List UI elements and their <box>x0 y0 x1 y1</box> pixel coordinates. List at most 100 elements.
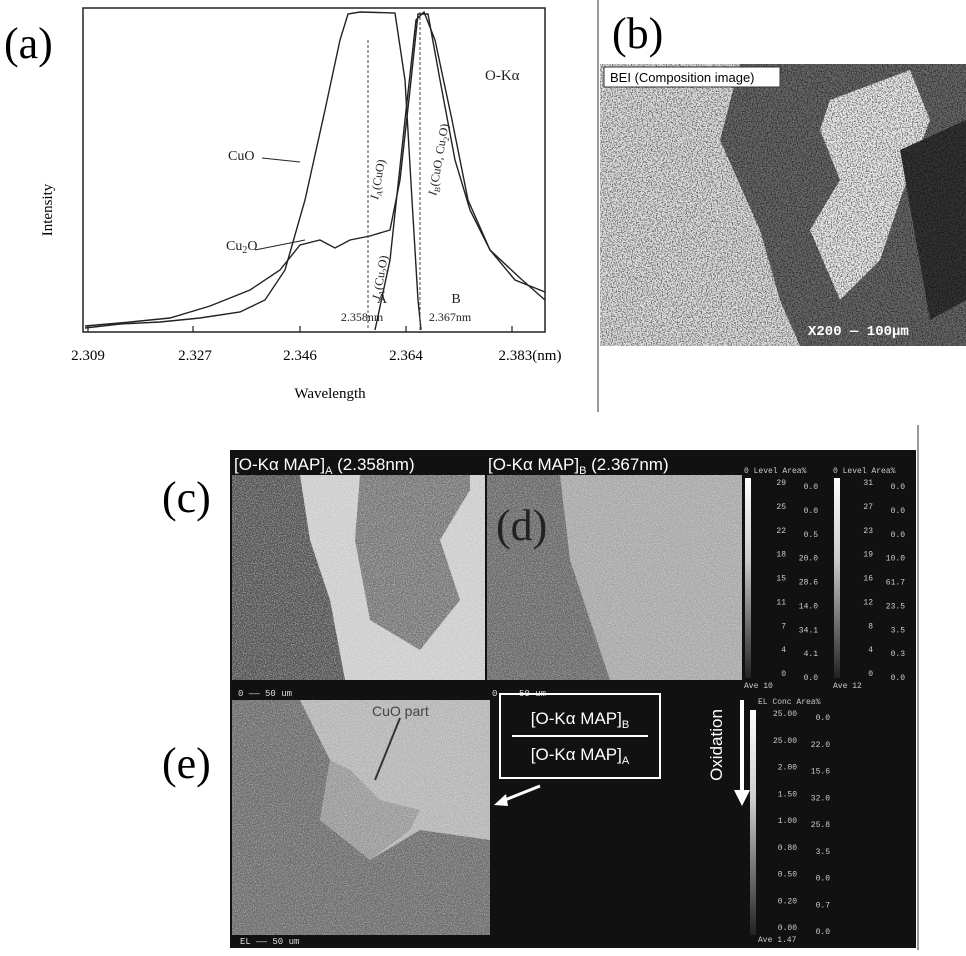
point-a-value: 2.358nm <box>341 310 384 324</box>
level: 2.00 <box>778 764 797 773</box>
panel-label: (c) <box>162 473 211 522</box>
annotations: CuO Cu2O O-Kα IA(CuO) IB(CuO, Cu2O) IA(C… <box>226 68 520 324</box>
area: 4.1 <box>804 650 819 659</box>
area: 0.0 <box>804 507 819 516</box>
panel-d: (d) [O-Kα MAP]B (2.367nm) 0 —— 50 um <box>487 455 742 699</box>
texture <box>232 700 490 935</box>
area: 23.5 <box>886 602 905 611</box>
area: 0.0 <box>816 714 831 723</box>
level-bar <box>750 710 756 935</box>
x-tick-label: 2.383(nm) <box>499 348 562 364</box>
point-b-value: 2.367nm <box>429 310 472 324</box>
area: 61.7 <box>886 579 905 588</box>
annotation: CuO part <box>372 703 429 719</box>
x-tick-labels: 2.309 2.327 2.346 2.364 2.383(nm) <box>71 348 561 364</box>
cu2o-curve <box>85 14 545 326</box>
column-footer: Ave 12 <box>833 682 862 691</box>
area: 0.0 <box>891 507 906 516</box>
plot-frame <box>83 8 545 332</box>
level: 4 <box>868 646 873 655</box>
area: 28.6 <box>799 579 818 588</box>
area: 20.0 <box>799 555 818 564</box>
scale: EL —— 50 um <box>240 937 299 947</box>
area: 0.5 <box>804 531 819 540</box>
area: 0.0 <box>891 483 906 492</box>
area: 10.0 <box>886 555 905 564</box>
x-tick-label: 2.364 <box>389 348 423 364</box>
level: 15 <box>776 575 786 584</box>
area: 25.8 <box>811 821 830 830</box>
area: 3.5 <box>891 626 906 635</box>
area: 22.0 <box>811 741 830 750</box>
level: 18 <box>776 551 786 560</box>
level: 7 <box>781 622 786 631</box>
area: 15.6 <box>811 768 830 777</box>
scale: X200 — 100μm <box>808 324 909 340</box>
level: 25.00 <box>773 737 797 746</box>
area: 0.0 <box>804 674 819 683</box>
level: 4 <box>781 646 786 655</box>
area: 0.3 <box>891 650 906 659</box>
cuo-curve <box>85 12 421 330</box>
area: 32.0 <box>811 794 830 803</box>
area: 0.0 <box>891 531 906 540</box>
area: 34.1 <box>799 626 818 635</box>
level: 27 <box>863 503 873 512</box>
point-b: B <box>451 292 460 307</box>
level: 12 <box>863 598 873 607</box>
y-axis-label: Intensity <box>40 183 56 236</box>
x-tick-label: 2.309 <box>71 348 105 364</box>
column-footer: Ave 1.47 <box>758 936 797 945</box>
level: 0 <box>868 670 873 679</box>
ib-mix: IB(CuO, Cu2O) <box>425 123 454 198</box>
leaders <box>255 158 305 250</box>
area: 14.0 <box>799 602 818 611</box>
ia-cuo: IA(CuO) <box>367 158 390 202</box>
level: 19 <box>863 551 873 560</box>
panel-label: (b) <box>612 9 663 58</box>
level: 1.50 <box>778 790 797 799</box>
column-header: 0 Level Area% <box>833 467 896 476</box>
numerator: [O-Kα MAP]B <box>531 709 629 731</box>
texture <box>232 475 485 680</box>
texture <box>600 64 966 346</box>
x-tick-label: 2.346 <box>283 348 317 364</box>
column-footer: Ave 10 <box>744 682 773 691</box>
level: 25.00 <box>773 710 797 719</box>
spectra <box>85 12 545 330</box>
x-axis-label: Wavelength <box>294 386 366 402</box>
area: 0.0 <box>891 674 906 683</box>
line-label: O-Kα <box>485 68 520 84</box>
column-header: EL Conc Area% <box>758 698 821 707</box>
level: 25 <box>776 503 786 512</box>
level: 0 <box>781 670 786 679</box>
level: 16 <box>863 575 873 584</box>
panel-a: (a) 2.309 2.327 2.346 2.364 2.383(nm) Wa… <box>4 8 561 402</box>
map-title: [O-Kα MAP]B (2.367nm) <box>488 455 669 477</box>
panel-b: (b) BEI (Composition image) X200 — 100μm <box>600 9 966 346</box>
level: 8 <box>868 622 873 631</box>
x-tick-label: 2.327 <box>178 348 212 364</box>
area: 3.5 <box>816 848 831 857</box>
column-header: 0 Level Area% <box>744 467 807 476</box>
level-bar <box>745 478 751 678</box>
level: 0.00 <box>778 924 797 933</box>
level: 31 <box>863 479 873 488</box>
level: 29 <box>776 479 786 488</box>
level: 0.50 <box>778 871 797 880</box>
cu2o-label: Cu2O <box>226 239 257 256</box>
panel-label: (a) <box>4 19 53 68</box>
level: 1.00 <box>778 817 797 826</box>
area: 0.7 <box>816 901 831 910</box>
figure: (a) 2.309 2.327 2.346 2.364 2.383(nm) Wa… <box>0 0 966 956</box>
map-title: [O-Kα MAP]A (2.358nm) <box>234 455 415 477</box>
level: 23 <box>863 527 873 536</box>
oxidation-label: Oxidation <box>707 709 726 781</box>
area: 0.0 <box>816 875 831 884</box>
denominator: [O-Kα MAP]A <box>531 745 630 767</box>
x-ticks <box>88 326 512 332</box>
level: 11 <box>776 598 786 607</box>
level: 0.20 <box>778 897 797 906</box>
panel-label: (d) <box>496 501 547 550</box>
panel-label: (e) <box>162 739 211 788</box>
